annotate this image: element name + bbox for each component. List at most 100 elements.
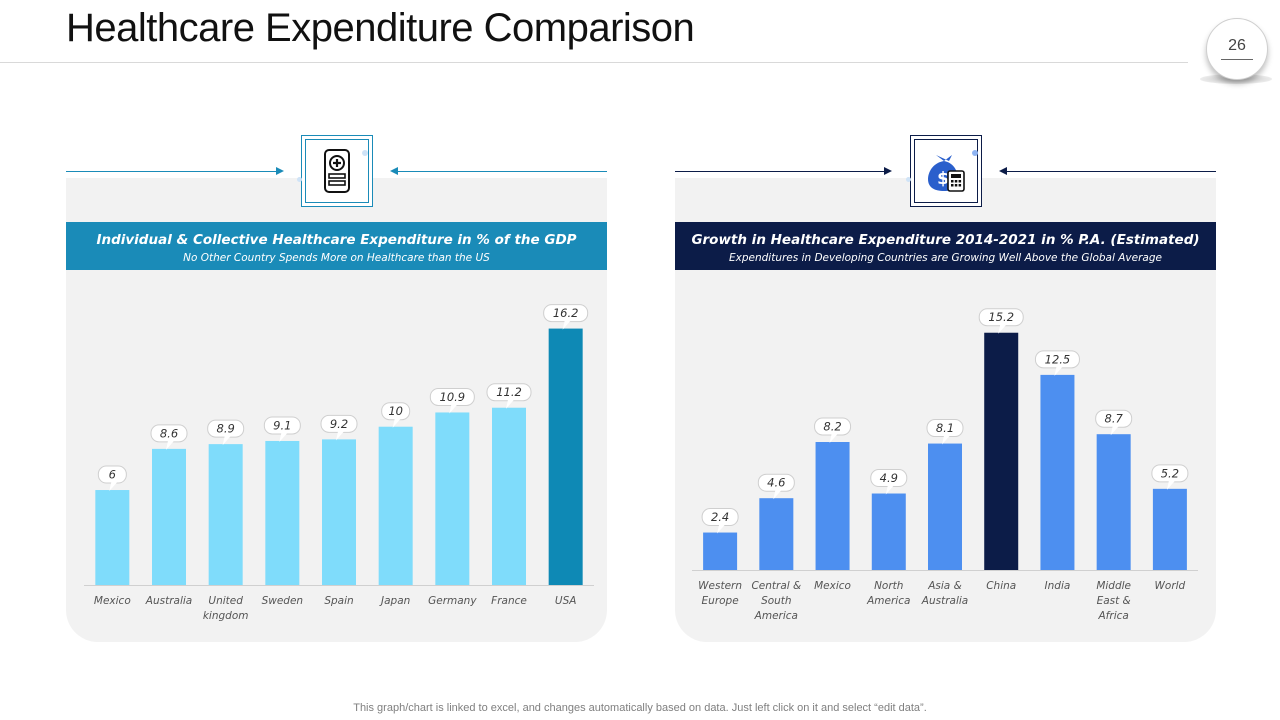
left-icon-box <box>301 135 373 207</box>
right-chart-heading: Growth in Healthcare Expenditure 2014-20… <box>691 232 1200 248</box>
right-chart-bar <box>1040 374 1075 570</box>
right-chart-data-label-pointer <box>998 324 1007 334</box>
right-connector-line-left <box>675 171 885 172</box>
page-title: Healthcare Expenditure Comparison <box>66 6 695 50</box>
right-chart-category-label: Mexico <box>814 580 851 592</box>
right-chart-data-label-text: 15.2 <box>988 310 1014 324</box>
left-connector-arrow-right <box>276 167 284 175</box>
left-chart-category-label-line: Mexico <box>94 595 131 607</box>
right-chart-category-label-line: East & <box>1097 595 1131 607</box>
left-chart-data-label-text: 8.9 <box>217 422 235 436</box>
left-chart-bar <box>322 439 356 585</box>
right-chart-data-label-text: 8.2 <box>823 420 841 434</box>
page-badge-underline <box>1221 59 1253 60</box>
left-chart-data-label-pointer <box>166 440 174 450</box>
left-chart-data-label-pointer <box>449 404 458 414</box>
right-chart-category-label: Western Europe <box>698 580 742 607</box>
right-chart-data-label: 4.9 <box>870 469 908 495</box>
right-connector-line-right <box>1007 171 1216 172</box>
left-chart-data-label: 9.1 <box>263 416 301 442</box>
right-chart-category-label: India <box>1045 580 1071 592</box>
right-chart-category-label-line: India <box>1045 580 1071 592</box>
right-chart-bar <box>984 332 1019 570</box>
right-chart-category-label-line: China <box>986 580 1016 592</box>
right-chart-data-label-pointer <box>1110 426 1119 436</box>
left-connector-line-right <box>398 171 607 172</box>
right-chart-data-label-text: 5.2 <box>1161 466 1179 480</box>
right-chart-data-label-pointer <box>942 435 950 445</box>
right-chart-category-label-line: Middle <box>1096 580 1131 592</box>
left-chart-data-label-text: 6 <box>109 468 116 482</box>
right-chart-category-label: China <box>986 580 1016 592</box>
left-chart-bar <box>152 448 186 585</box>
right-icon-box: $ <box>910 135 982 207</box>
left-chart-category-label: United kingdom <box>203 595 249 622</box>
right-chart-data-label-pointer <box>829 434 838 443</box>
left-chart-category-label: France <box>491 595 527 607</box>
left-chart-category-label-line: Japan <box>379 595 410 607</box>
right-chart-data-label-pointer <box>773 490 782 500</box>
left-chart-data-label-pointer <box>222 436 231 446</box>
right-chart-subheading: Expenditures in Developing Countries are… <box>729 252 1162 264</box>
right-chart-data-label: 8.2 <box>814 417 852 443</box>
footnote: This graph/chart is linked to excel, and… <box>353 702 927 714</box>
money-bag-calculator-icon: $ <box>928 155 965 192</box>
left-chart-data-label-pointer <box>109 482 118 492</box>
left-chart-category-label-line: Spain <box>324 595 353 607</box>
right-chart-data-label-text: 8.7 <box>1105 412 1124 426</box>
right-chart-category-label-line: Europe <box>702 595 739 607</box>
right-chart-category-label: Middle East & Africa <box>1096 580 1131 622</box>
right-chart-data-label: 8.7 <box>1095 409 1133 436</box>
svg-text:$: $ <box>937 169 949 189</box>
left-chart-data-label: 6 <box>97 465 127 492</box>
right-chart-data-label-pointer <box>1166 480 1175 490</box>
right-chart-data-label-text: 4.6 <box>767 476 785 490</box>
left-chart-category-label-line: kingdom <box>203 610 249 622</box>
mobile-medical-icon <box>324 149 350 193</box>
right-chart-category-label-line: North <box>874 580 903 592</box>
right-chart-bar <box>759 498 794 570</box>
left-chart-data-label-text: 10 <box>388 404 403 418</box>
right-icon-dot <box>972 150 978 156</box>
left-chart-data-label-text: 9.1 <box>273 418 291 432</box>
left-connector-line-left <box>66 171 276 172</box>
left-chart-category-label: Germany <box>428 595 477 607</box>
left-chart-category-label-line: France <box>491 595 527 607</box>
right-chart-data-label-text: 2.4 <box>711 510 729 524</box>
left-chart-category-label: Mexico <box>94 595 131 607</box>
right-chart-data-label: 2.4 <box>701 508 739 534</box>
left-chart-category-label: Australia <box>145 595 192 607</box>
left-chart-category-label: Spain <box>324 595 353 607</box>
left-chart-subheading: No Other Country Spends More on Healthca… <box>183 252 490 264</box>
left-chart-data-label-text: 9.2 <box>330 417 348 431</box>
right-chart-data-label: 12.5 <box>1034 350 1080 376</box>
right-chart-category-label-line: Western <box>698 580 742 592</box>
left-chart-category-label-line: Germany <box>428 595 477 607</box>
left-chart-data-label: 11.2 <box>486 383 532 409</box>
right-bar-chart: 2.4 Western Europe 4.6 Central & South America… <box>692 308 1198 622</box>
title-divider <box>0 62 1188 63</box>
left-chart-data-label: 9.2 <box>320 414 358 441</box>
left-chart-data-label: 8.6 <box>150 424 188 450</box>
left-chart-category-label: USA <box>555 595 577 607</box>
right-connector-arrow-left <box>999 167 1007 175</box>
left-chart-category-label: Japan <box>379 595 410 607</box>
left-chart-header: Individual & Collective Healthcare Expen… <box>66 222 607 270</box>
right-chart-data-label: 5.2 <box>1151 464 1189 490</box>
left-chart-category-label: Sweden <box>262 595 304 607</box>
right-chart-data-label: 15.2 <box>978 308 1024 334</box>
left-chart-data-label-text: 11.2 <box>496 385 522 399</box>
right-chart-category-label-line: Australia <box>921 595 968 607</box>
left-chart-data-label-text: 10.9 <box>440 390 466 404</box>
right-chart-bar <box>1096 434 1131 570</box>
right-chart-bar <box>928 443 962 570</box>
right-chart-data-label: 8.1 <box>926 419 964 445</box>
page-number-badge: 26 <box>1206 18 1268 80</box>
right-chart-category-label: Asia & Australia <box>921 580 968 607</box>
left-chart-bar <box>435 412 470 585</box>
left-chart-bar <box>265 440 300 585</box>
left-chart-data-label: 8.9 <box>207 419 245 446</box>
left-chart-bar <box>378 426 413 585</box>
right-chart-category-label-line: Central & <box>751 580 801 592</box>
left-chart-bar <box>548 328 583 585</box>
